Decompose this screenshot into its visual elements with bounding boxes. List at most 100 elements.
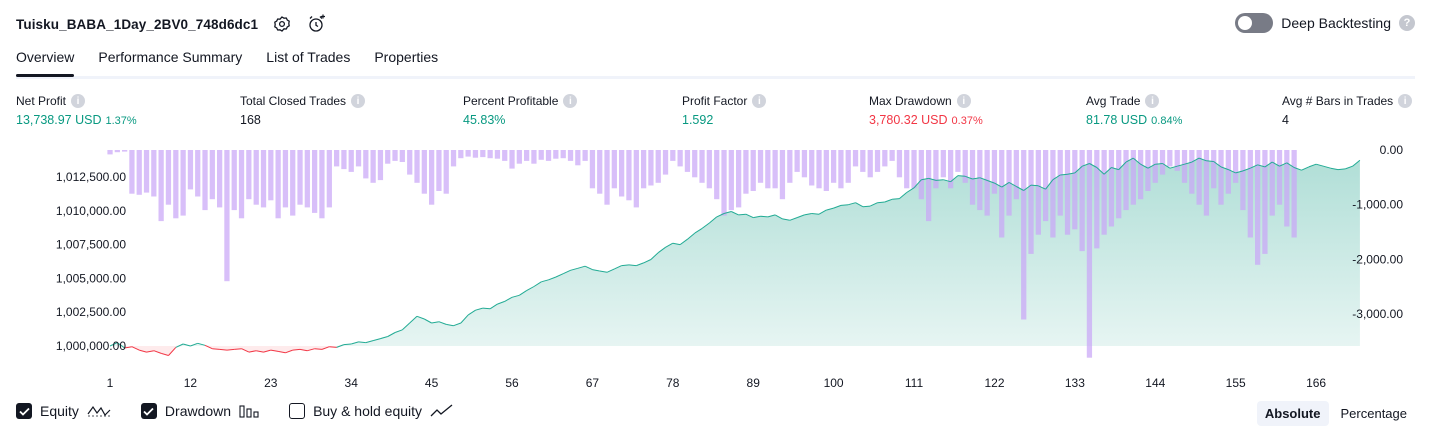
drawdown-bar [122, 150, 128, 152]
equity-line-segment [124, 346, 132, 349]
legend-buy-hold[interactable]: Buy & hold equity [289, 403, 454, 419]
drawdown-bar [282, 150, 289, 208]
mode-absolute[interactable]: Absolute [1256, 401, 1329, 426]
equity-line-segment [687, 232, 696, 240]
drawdown-bar [1240, 150, 1246, 211]
drawdown-bar [385, 150, 391, 164]
equity-line-segment [957, 175, 966, 177]
equity-line-segment [643, 259, 652, 264]
equity-line-segment [1286, 162, 1295, 168]
drawdown-bar [1276, 150, 1283, 205]
drawdown-bar [641, 150, 647, 189]
drawdown-bar [757, 150, 764, 183]
mode-percentage[interactable]: Percentage [1340, 406, 1408, 421]
equity-line-segment [270, 349, 279, 352]
drawdown-bar [341, 150, 347, 170]
drawdown-bar [721, 150, 727, 216]
buy-hold-line-icon [430, 404, 453, 417]
info-icon[interactable]: i [1145, 94, 1160, 108]
tab-list-of-trades[interactable]: List of Trades [266, 49, 351, 65]
equity-line-segment [182, 343, 191, 347]
drawdown-bar [911, 150, 917, 189]
drawdown-bar [692, 150, 698, 178]
equity-line-segment [1038, 185, 1046, 190]
tab-properties[interactable]: Properties [374, 49, 439, 65]
help-question-icon[interactable]: ? [1399, 15, 1415, 31]
equity-checkbox[interactable] [16, 403, 32, 419]
equity-line-segment [519, 290, 527, 296]
drawdown-bar [750, 150, 756, 191]
drawdown-bar [487, 150, 493, 159]
drawdown-bar [129, 150, 135, 194]
x-tick-label: 155 [1226, 376, 1246, 390]
tab-overview[interactable]: Overview [16, 44, 75, 77]
drawdown-bar [312, 150, 318, 213]
drawdown-checkbox[interactable] [140, 403, 157, 419]
drawdown-bar [633, 150, 639, 208]
y-left-tick-label: 1,002,500.00 [56, 305, 126, 319]
buy-hold-checkbox[interactable] [289, 403, 306, 419]
info-icon[interactable]: i [351, 94, 366, 108]
info-icon[interactable]: i [956, 94, 971, 108]
equity-line-segment [833, 204, 842, 209]
drawdown-bar [743, 150, 749, 194]
equity-line-segment [475, 307, 483, 311]
drawdown-bar [772, 150, 778, 189]
drawdown-bar [1013, 150, 1019, 200]
drawdown-bar [231, 150, 237, 211]
equity-drawdown-chart[interactable]: 1,012,500.00 1,010,000.00 1,007,500.00 1,00… [0, 140, 1431, 395]
info-icon[interactable]: i [71, 94, 86, 108]
drawdown-bar [1108, 150, 1115, 227]
equity-line-segment [818, 209, 827, 215]
drawdown-bar [297, 150, 303, 205]
equity-line-segment [409, 315, 418, 324]
drawdown-bar [502, 150, 508, 161]
drawdown-bar [648, 150, 654, 186]
equity-line-segment [453, 322, 462, 327]
drawdown-bar [677, 150, 683, 167]
equity-line-segment [965, 175, 973, 180]
equity-line-segment [672, 242, 681, 246]
equity-line-segment [394, 329, 403, 333]
drawdown-bar [611, 150, 617, 189]
metrics-bar: Net Profit i 13,738.97 USD 1.37% Total Clo… [16, 94, 1415, 134]
drawdown-bar [816, 150, 822, 189]
tab-performance-summary[interactable]: Performance Summary [98, 49, 243, 65]
metric-value: 45.83% [463, 113, 506, 127]
deep-backtesting-toggle[interactable] [1235, 13, 1274, 33]
drawdown-bar [867, 150, 873, 178]
equity-line-segment [628, 264, 637, 267]
drawdown-bar [545, 150, 552, 161]
equity-line-segment [921, 177, 929, 181]
x-tick-label: 78 [666, 376, 680, 390]
equity-line-segment [1052, 174, 1061, 181]
drawdown-bar [1145, 150, 1151, 191]
info-icon[interactable]: i [1398, 94, 1413, 108]
drawdown-bar [195, 150, 201, 197]
settings-gear-icon[interactable] [272, 14, 292, 34]
metric-max-drawdown: Max Drawdown i 3,780.32 USD 0.37% [869, 94, 983, 127]
drawdown-bar [955, 150, 961, 172]
equity-line-segment [950, 175, 959, 183]
drawdown-bar [1269, 150, 1275, 216]
x-tick-label: 133 [1065, 376, 1085, 390]
equity-line-segment [497, 300, 505, 305]
legend-drawdown[interactable]: Drawdown [140, 403, 259, 419]
add-alert-clock-icon[interactable] [306, 14, 326, 34]
drawdown-bar [553, 150, 559, 159]
drawdown-bar [560, 150, 566, 159]
drawdown-bar [1225, 150, 1231, 194]
equity-line-segment [292, 348, 301, 351]
y-right-tick-label: -2,000.00 [1352, 252, 1403, 266]
legend-equity[interactable]: Equity [16, 403, 111, 419]
drawdown-bar [699, 150, 705, 183]
info-icon[interactable]: i [752, 94, 767, 108]
equity-line-segment [424, 318, 432, 324]
drawdown-bar [787, 150, 793, 183]
y-right-tick-label: -3,000.00 [1352, 307, 1403, 321]
info-icon[interactable]: i [563, 94, 578, 108]
equity-line-segment [731, 211, 739, 216]
drawdown-bar [684, 150, 691, 172]
drawdown-bar [860, 150, 866, 172]
equity-line-segment [606, 268, 615, 273]
